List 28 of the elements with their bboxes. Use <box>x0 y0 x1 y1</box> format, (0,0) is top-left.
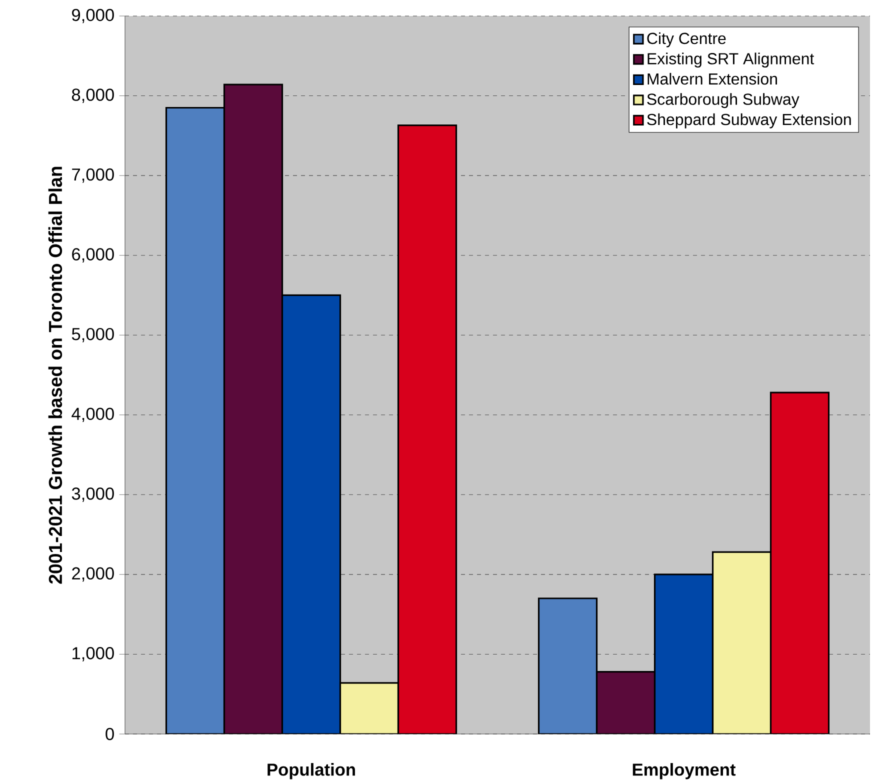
y-tick-label: 4,000 <box>72 408 114 422</box>
y-tick-label: 6,000 <box>72 248 114 262</box>
bar <box>165 106 226 734</box>
bar <box>281 294 342 734</box>
legend-label: City Centre <box>647 32 726 48</box>
legend-label: Sheppard Subway Extension <box>647 113 851 128</box>
y-tick-label: 0 <box>106 728 114 740</box>
bar <box>770 392 830 734</box>
y-tick-label: 9,000 <box>72 8 114 24</box>
y-tick-label: 7,000 <box>72 168 114 183</box>
x-tick-label: Employment <box>632 763 736 780</box>
legend-label: Scarborough Subway <box>647 93 800 108</box>
bar <box>712 551 772 734</box>
bar <box>654 574 714 734</box>
y-axis-title: 2001-2021 Growth based on Toronto Offial Plan <box>48 166 62 584</box>
x-tick-label: Population <box>268 763 355 780</box>
y-tick-label: 3,000 <box>72 488 114 502</box>
bar <box>596 670 656 734</box>
bar <box>223 84 284 734</box>
y-tick-label: 8,000 <box>72 88 114 103</box>
legend-label: Existing SRT Alignment <box>648 52 814 68</box>
y-tick-label: 2,000 <box>72 567 114 582</box>
bar <box>397 124 458 734</box>
legend-label: Malvern Extension <box>648 72 777 85</box>
y-tick-label: 1,000 <box>72 647 114 662</box>
y-tick-label: 5,000 <box>72 328 114 342</box>
bar <box>339 682 400 734</box>
bar <box>538 598 598 734</box>
